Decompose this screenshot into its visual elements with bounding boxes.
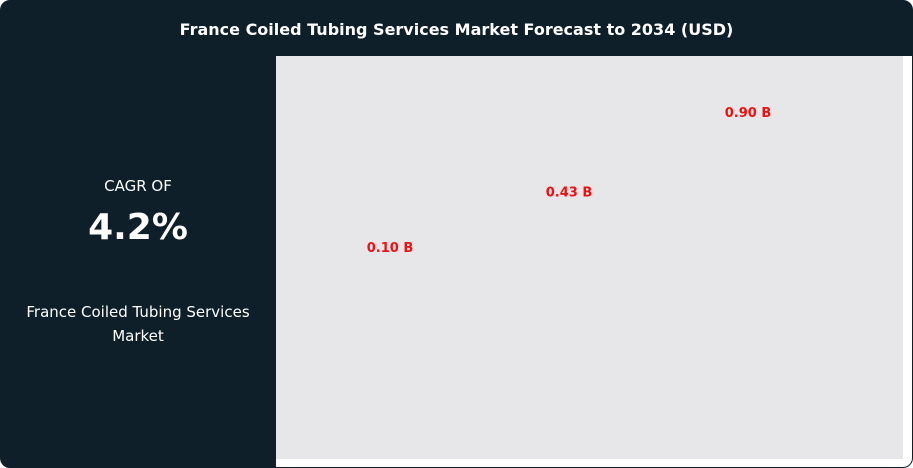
data-label: 0.90 B	[725, 106, 772, 121]
cagr-value: 4.2%	[88, 207, 188, 248]
chart-title: France Coiled Tubing Services Market For…	[179, 20, 734, 39]
market-name: France Coiled Tubing Services Market	[26, 303, 250, 345]
cagr-label: CAGR OF	[104, 177, 172, 195]
data-label: 0.10 B	[367, 241, 414, 256]
data-label: 0.43 B	[546, 185, 593, 200]
plot-area: 0.10 B 0.43 B 0.90 B	[276, 56, 912, 467]
chart-svg: 0.10 B 0.43 B 0.90 B	[276, 56, 903, 459]
plot-background	[276, 56, 903, 459]
cagr-panel: CAGR OF 4.2% France Coiled Tubing Servic…	[1, 56, 275, 467]
